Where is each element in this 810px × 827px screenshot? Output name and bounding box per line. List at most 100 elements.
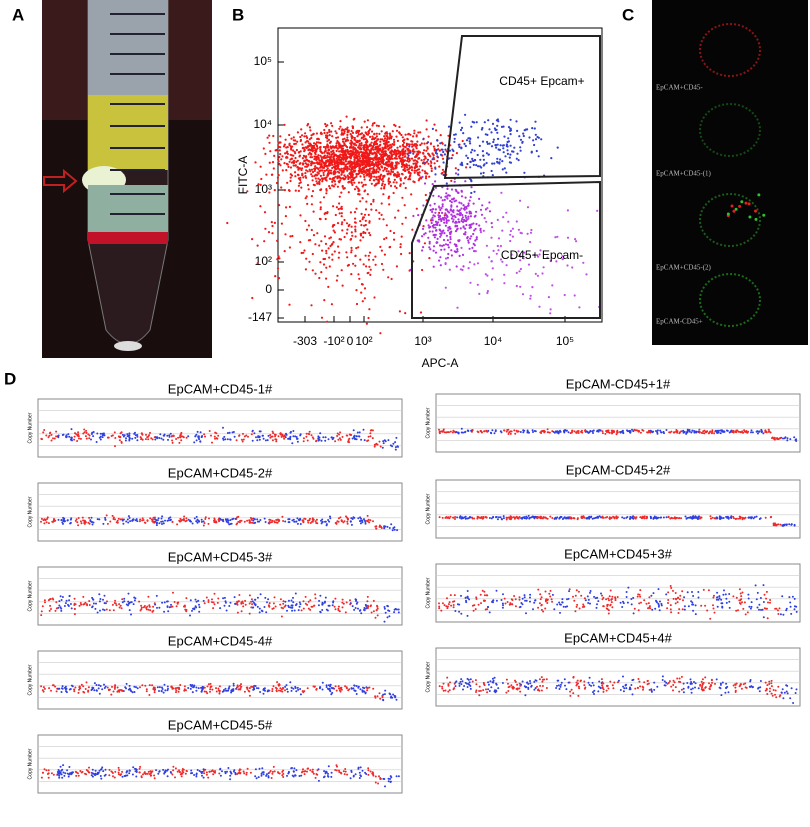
event-dot xyxy=(331,259,333,261)
event-dot xyxy=(308,224,310,226)
cnv-dot xyxy=(86,432,88,434)
event-dot xyxy=(385,147,387,149)
event-dot xyxy=(469,261,471,263)
event-dot xyxy=(392,130,394,132)
event-dot xyxy=(455,133,457,135)
event-dot xyxy=(421,269,423,271)
event-dot xyxy=(436,139,438,141)
event-dot xyxy=(354,152,356,154)
event-dot xyxy=(424,170,426,172)
cnv-dot xyxy=(204,436,206,438)
event-dot xyxy=(331,253,333,255)
cnv-dot xyxy=(367,774,369,776)
cnv-dot xyxy=(315,597,317,599)
cnv-dot xyxy=(272,439,274,441)
cnv-dot xyxy=(140,605,142,607)
event-dot xyxy=(484,121,486,123)
cnv-dot xyxy=(126,683,128,685)
event-dot xyxy=(341,173,343,175)
event-dot xyxy=(428,227,430,229)
cnv-dot xyxy=(254,599,256,601)
event-dot xyxy=(462,254,464,256)
event-dot xyxy=(263,147,265,149)
cnv-dot xyxy=(41,438,43,440)
y-tick-label: 10³ xyxy=(255,182,272,196)
x-tick-label: 10³ xyxy=(414,334,431,348)
event-dot xyxy=(478,198,480,200)
cnv-dot xyxy=(243,771,245,773)
cnv-dot xyxy=(191,610,193,612)
event-dot xyxy=(531,286,533,288)
event-dot xyxy=(550,157,552,159)
cnv-dot xyxy=(92,687,94,689)
cnv-dot xyxy=(291,767,293,769)
event-dot xyxy=(290,154,292,156)
event-dot xyxy=(516,158,518,160)
event-dot xyxy=(458,210,460,212)
event-dot xyxy=(434,173,436,175)
cnv-dot xyxy=(69,689,71,691)
event-dot xyxy=(304,159,306,161)
event-dot xyxy=(319,261,321,263)
cnv-dot xyxy=(393,611,395,613)
event-dot xyxy=(543,266,545,268)
cnv-dot xyxy=(263,773,265,775)
event-dot xyxy=(432,214,434,216)
event-dot xyxy=(342,150,344,152)
cnv-dot xyxy=(279,687,281,689)
event-dot xyxy=(354,170,356,172)
event-dot xyxy=(303,135,305,137)
event-dot xyxy=(358,182,360,184)
event-dot xyxy=(337,168,339,170)
event-dot xyxy=(305,135,307,137)
cnv-dot xyxy=(60,770,62,772)
event-dot xyxy=(346,256,348,258)
event-dot xyxy=(388,203,390,205)
event-dot xyxy=(329,134,331,136)
event-dot xyxy=(456,205,458,207)
cnv-dot xyxy=(135,776,137,778)
cnv-dot xyxy=(259,608,261,610)
event-dot xyxy=(422,228,424,230)
cnv-dot xyxy=(249,687,251,689)
cnv-dot xyxy=(91,597,93,599)
event-dot xyxy=(411,143,413,145)
cnv-dot xyxy=(157,519,159,521)
cnv-dot xyxy=(219,685,221,687)
event-dot xyxy=(382,175,384,177)
y-tick-label: 10⁵ xyxy=(254,54,272,68)
event-dot xyxy=(388,170,390,172)
x-tick-label: -10² xyxy=(323,334,344,348)
event-dot xyxy=(467,216,469,218)
event-dot xyxy=(378,212,380,214)
cnv-dot xyxy=(167,686,169,688)
event-dot xyxy=(322,258,324,260)
event-dot xyxy=(359,200,361,202)
cnv-dot xyxy=(371,612,373,614)
event-dot xyxy=(338,150,340,152)
cnv-dot xyxy=(53,518,55,520)
event-dot xyxy=(368,170,370,172)
cnv-dot xyxy=(200,771,202,773)
cnv-dot xyxy=(315,777,317,779)
cnv-dot xyxy=(98,518,100,520)
event-dot xyxy=(502,147,504,149)
event-dot xyxy=(333,177,335,179)
event-dot xyxy=(404,155,406,157)
event-dot xyxy=(382,183,384,185)
event-dot xyxy=(355,132,357,134)
event-dot xyxy=(440,196,442,198)
event-dot xyxy=(360,142,362,144)
cnv-dot xyxy=(180,439,182,441)
cnv-dot xyxy=(253,432,255,434)
event-dot xyxy=(362,300,364,302)
cnv-dot xyxy=(161,515,163,517)
event-dot xyxy=(332,205,334,207)
cnv-dot xyxy=(398,611,400,613)
event-dot xyxy=(323,174,325,176)
cnv-dot xyxy=(382,778,384,780)
event-dot xyxy=(367,131,369,133)
event-dot xyxy=(465,145,467,147)
cnv-dot xyxy=(276,690,278,692)
cnv-dot xyxy=(362,687,364,689)
